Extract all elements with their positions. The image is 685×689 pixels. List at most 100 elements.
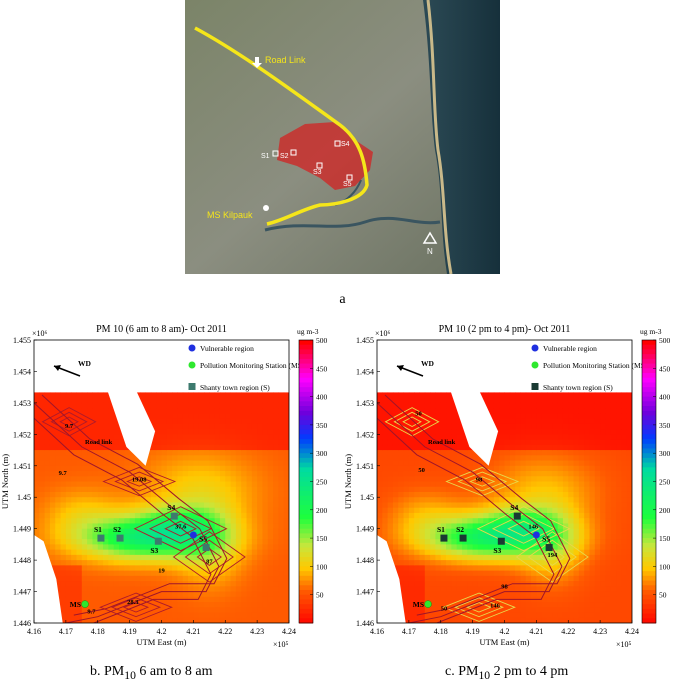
- heatmap-cell: [71, 512, 77, 519]
- heatmap-cell: [435, 544, 442, 551]
- heatmap-cell: [92, 602, 99, 608]
- heatmap-cell: [140, 507, 147, 514]
- heatmap-cell: [462, 434, 468, 441]
- wind-direction-label: WD: [421, 359, 435, 368]
- heatmap-cell: [161, 434, 168, 441]
- heatmap-cell: [573, 460, 580, 467]
- heatmap-cell: [156, 471, 162, 477]
- heatmap-cell: [198, 544, 205, 551]
- heatmap-cell: [547, 512, 553, 519]
- heatmap-cell: [193, 455, 200, 462]
- heatmap-cell: [188, 570, 194, 577]
- heatmap-cell: [403, 423, 410, 430]
- heatmap-cell: [568, 570, 575, 577]
- legend-shanty-marker: [531, 383, 539, 390]
- heatmap-cell: [557, 586, 564, 593]
- heatmap-cell: [605, 434, 612, 441]
- heatmap-cell: [92, 581, 99, 587]
- heatmap-cell: [536, 528, 543, 535]
- heatmap-cell: [103, 471, 109, 477]
- heatmap-cell: [150, 560, 157, 566]
- heatmap-cell: [594, 418, 601, 425]
- heatmap-cell: [414, 581, 420, 587]
- heatmap-cell: [55, 560, 62, 566]
- heatmap-cell: [446, 439, 452, 446]
- colorbar-segment: [642, 457, 656, 464]
- heatmap-cell: [419, 402, 426, 409]
- heatmap-cell: [456, 596, 463, 603]
- heatmap-cell: [251, 397, 258, 404]
- heatmap-cell: [504, 460, 511, 467]
- heatmap-cell: [594, 434, 601, 441]
- heatmap-cell: [377, 523, 383, 530]
- heatmap-cell: [419, 471, 426, 477]
- heatmap-cell: [472, 528, 479, 535]
- heatmap-cell: [536, 554, 543, 561]
- heatmap-cell: [446, 523, 452, 530]
- heatmap-cell: [262, 465, 269, 472]
- heatmap-cell: [65, 612, 72, 619]
- heatmap-cell: [584, 413, 590, 420]
- heatmap-cell: [552, 528, 559, 535]
- heatmap-cell: [477, 533, 484, 540]
- heatmap-cell: [605, 392, 612, 399]
- heatmap-cell: [568, 507, 575, 514]
- heatmap-cell: [377, 465, 383, 472]
- heatmap-cell: [573, 429, 580, 435]
- heatmap-cell: [134, 497, 141, 503]
- heatmap-cell: [509, 471, 516, 477]
- heatmap-cell: [34, 533, 40, 540]
- heatmap-cell: [440, 402, 447, 409]
- heatmap-cell: [552, 429, 559, 435]
- heatmap-cell: [387, 476, 394, 482]
- heatmap-cell: [209, 596, 216, 603]
- heatmap-cell: [541, 450, 548, 456]
- heatmap-cell: [488, 523, 495, 530]
- heatmap-cell: [472, 544, 479, 551]
- heatmap-cell: [520, 570, 527, 577]
- heatmap-cell: [467, 581, 474, 587]
- heatmap-cell: [547, 460, 553, 467]
- heatmap-cell: [150, 439, 157, 446]
- heatmap-cell: [408, 497, 415, 503]
- heatmap-cell: [188, 512, 194, 519]
- heatmap-cell: [39, 402, 46, 409]
- heatmap-cell: [525, 423, 532, 430]
- colorbar-segment: [299, 391, 313, 398]
- heatmap-cell: [76, 507, 83, 514]
- heatmap-cell: [403, 460, 410, 467]
- heatmap-cell: [440, 586, 447, 593]
- heatmap-cell: [392, 533, 399, 540]
- heatmap-cell: [251, 523, 258, 530]
- heatmap-cell: [477, 528, 484, 535]
- heatmap-cell: [462, 512, 468, 519]
- heatmap-cell: [392, 481, 399, 488]
- colorbar-segment: [299, 481, 313, 487]
- heatmap-cell: [610, 575, 617, 582]
- heatmap-cell: [44, 497, 51, 503]
- heatmap-cell: [477, 607, 484, 614]
- heatmap-cell: [552, 455, 559, 462]
- heatmap-cell: [605, 591, 612, 598]
- heatmap-cell: [462, 560, 468, 566]
- heatmap-cell: [156, 491, 162, 498]
- heatmap-cell: [219, 460, 226, 467]
- heatmap-cell: [547, 612, 553, 619]
- heatmap-cell: [419, 486, 426, 493]
- heatmap-cell: [166, 560, 173, 566]
- heatmap-cell: [150, 528, 157, 535]
- heatmap-cell: [616, 434, 622, 441]
- heatmap-cell: [219, 434, 226, 441]
- heatmap-cell: [525, 486, 532, 493]
- heatmap-cell: [594, 413, 601, 420]
- heatmap-cell: [509, 418, 516, 425]
- heatmap-cell: [150, 491, 157, 498]
- heatmap-cell: [435, 408, 442, 414]
- heatmap-cell: [562, 491, 569, 498]
- heatmap-cell: [55, 397, 62, 404]
- heatmap-cell: [531, 586, 537, 593]
- shanty-town-marker: [459, 534, 467, 542]
- heatmap-cell: [204, 418, 210, 425]
- heatmap-cell: [520, 607, 527, 614]
- heatmap-cell: [124, 512, 131, 519]
